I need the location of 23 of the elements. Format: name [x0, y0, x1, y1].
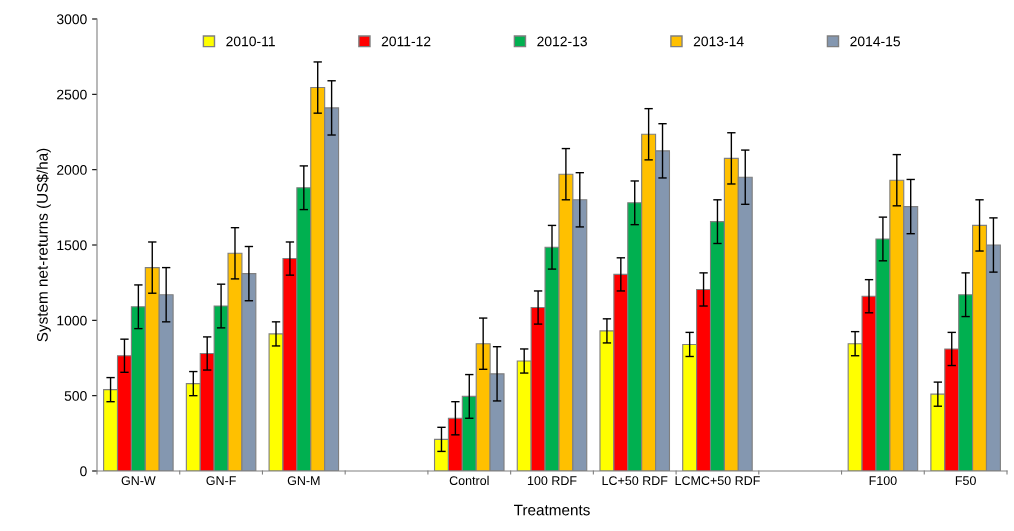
y-tick-label: 1500	[57, 240, 87, 251]
y-tick-label: 0	[80, 466, 87, 477]
legend-label: 2011-12	[381, 36, 431, 47]
legend-label: 2014-15	[850, 36, 901, 47]
x-axis-title: Treatments	[514, 504, 590, 516]
x-tick-label: GN-F	[206, 476, 236, 486]
x-tick-label: GN-M	[287, 476, 320, 486]
x-tick-label: Control	[449, 475, 489, 486]
y-tick-label: 3000	[56, 14, 87, 25]
x-tick-label: LCMC+50 RDF	[675, 476, 760, 486]
legend-label: 2010-11	[226, 36, 275, 47]
y-tick-label: 1000	[57, 315, 87, 326]
x-tick-label: GN-W	[121, 476, 156, 486]
x-tick-label: F50	[955, 476, 976, 486]
legend-label: 2012-13	[537, 36, 587, 47]
x-tick-label: LC+50 RDF	[602, 476, 668, 486]
y-tick-label: 2000	[57, 165, 87, 175]
x-tick-label: F100	[869, 476, 897, 486]
y-axis-title: System net-returns (US$/ha)	[36, 148, 51, 342]
legend-label: 2013-14	[693, 36, 744, 47]
y-tick-label: 2500	[57, 89, 87, 100]
y-tick-label: 500	[64, 391, 87, 401]
x-tick-label: 100 RDF	[527, 476, 577, 486]
